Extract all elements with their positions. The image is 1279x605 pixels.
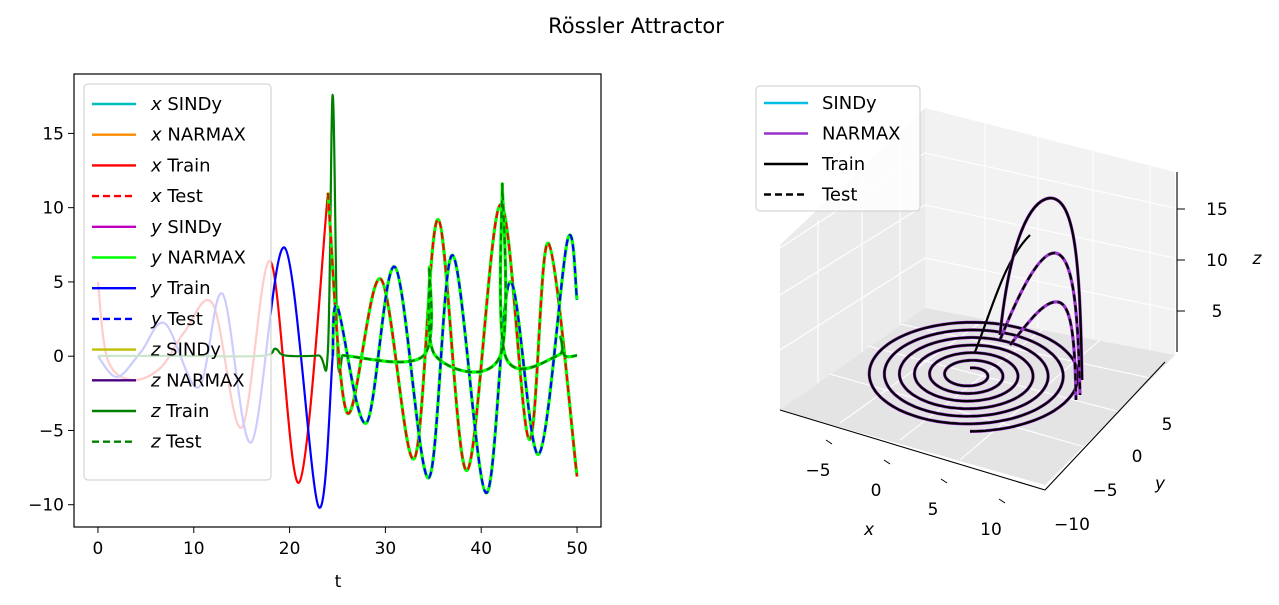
phase-3d-z-axis-label: z bbox=[1252, 249, 1263, 269]
y-tick-label: 0 bbox=[53, 347, 64, 367]
time-series-chart: 0 10 20 30 40 50 −10 −5 0 5 10 15 t x SINDy x NARMA… bbox=[28, 73, 602, 592]
legend-label: NARMAX bbox=[822, 124, 900, 145]
legend-label: z SINDy bbox=[150, 340, 221, 361]
y3d-tick-label: −5 bbox=[1092, 481, 1117, 501]
legend-box bbox=[755, 85, 921, 212]
x-tick-label: 30 bbox=[375, 539, 397, 559]
y3d-tick-label: −10 bbox=[1054, 515, 1090, 535]
phase-3d-x-axis-label: x bbox=[863, 520, 875, 540]
legend-label: x Train bbox=[150, 155, 211, 176]
y-test-line bbox=[331, 234, 579, 494]
phase-3d-y-axis-label: y bbox=[1154, 474, 1166, 494]
legend-label: Train bbox=[821, 154, 865, 175]
x-axis-line bbox=[779, 409, 1046, 491]
y-axis-line bbox=[1044, 361, 1166, 491]
z3d-tick-label: 10 bbox=[1206, 251, 1228, 271]
time-series-x-axis-label: t bbox=[335, 572, 342, 592]
time-series-x-ticks: 0 10 20 30 40 50 bbox=[93, 527, 588, 559]
legend-label: y Test bbox=[150, 309, 203, 330]
phase-3d-legend: SINDy NARMAX Train Test bbox=[755, 85, 921, 212]
test-spike bbox=[998, 251, 1082, 396]
x3d-tick-mark bbox=[883, 459, 891, 465]
time-series-legend: x SINDy x NARMAX x Train x Test y SINDy y NAR… bbox=[83, 83, 272, 481]
y3d-tick-label: 5 bbox=[1162, 415, 1173, 435]
x3d-tick-mark bbox=[998, 498, 1006, 504]
figure-title: Rössler Attractor bbox=[548, 14, 724, 38]
z-test-line bbox=[342, 182, 578, 374]
legend-label: z Test bbox=[150, 432, 202, 453]
y-tick-label: 5 bbox=[53, 273, 64, 293]
train-trajectory bbox=[868, 321, 1080, 433]
x-tick-label: 20 bbox=[279, 539, 301, 559]
train-spike bbox=[973, 234, 1031, 353]
x-test-line bbox=[326, 192, 579, 477]
x3d-tick-label: 5 bbox=[928, 500, 939, 520]
legend-label: z Train bbox=[150, 401, 209, 422]
z3d-tick-label: 15 bbox=[1206, 200, 1228, 220]
legend-label: x Test bbox=[150, 186, 203, 207]
x3d-tick-label: 0 bbox=[871, 481, 882, 501]
x3d-tick-label: 10 bbox=[980, 520, 1002, 540]
time-series-y-ticks: −10 −5 0 5 10 15 bbox=[28, 124, 74, 516]
x3d-tick-mark bbox=[940, 478, 948, 484]
test-spike bbox=[1009, 300, 1078, 401]
x3d-tick-mark bbox=[825, 439, 833, 445]
x-tick-label: 50 bbox=[566, 539, 588, 559]
legend-label: y SINDy bbox=[150, 217, 222, 238]
legend-label: x SINDy bbox=[150, 94, 222, 115]
z3d-tick-label: 5 bbox=[1212, 302, 1223, 322]
legend-label: SINDy bbox=[822, 93, 877, 114]
x3d-tick-label: −5 bbox=[805, 461, 830, 481]
legend-label: y Train bbox=[150, 278, 211, 299]
x-tick-label: 40 bbox=[470, 539, 492, 559]
legend-label: z NARMAX bbox=[150, 370, 245, 391]
test-spike bbox=[998, 196, 1084, 381]
y-tick-label: −10 bbox=[28, 496, 64, 516]
legend-label: Test bbox=[821, 185, 857, 206]
time-series-axes-frame bbox=[73, 73, 602, 528]
y-tick-label: 10 bbox=[42, 199, 64, 219]
y3d-tick-label: 0 bbox=[1132, 447, 1143, 467]
y-tick-label: 15 bbox=[42, 124, 64, 144]
y-tick-label: −5 bbox=[39, 421, 64, 441]
x-tick-label: 10 bbox=[183, 539, 205, 559]
x-tick-label: 0 bbox=[93, 539, 104, 559]
phase-3d-trajectory bbox=[867, 196, 1084, 433]
legend-label: y NARMAX bbox=[150, 248, 246, 269]
legend-label: x NARMAX bbox=[150, 125, 246, 146]
